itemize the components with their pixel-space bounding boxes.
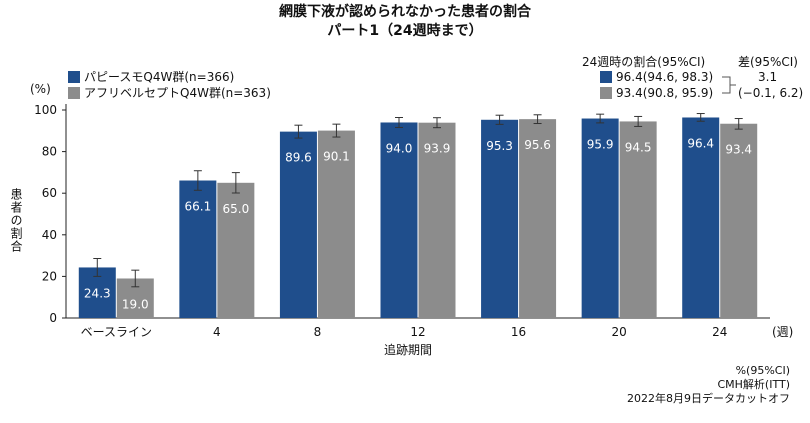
bar-series1: [682, 117, 720, 318]
diff-ci: (−0.1, 6.2): [738, 86, 804, 100]
x-tick-label: ベースライン: [81, 325, 152, 339]
data-label-series2: 95.6: [524, 138, 551, 152]
chart-title: 網膜下液が認められなかった患者の割合: [279, 4, 531, 20]
stats-swatch-series1: [600, 71, 612, 83]
data-label-series1: 95.9: [587, 138, 614, 152]
chart-subtitle: パート1（24週時まで）: [327, 23, 483, 39]
y-axis-label: 患者の割合: [9, 188, 23, 253]
data-label-series2: 90.1: [323, 150, 350, 164]
data-label-series1: 96.4: [687, 136, 714, 150]
data-label-series2: 65.0: [222, 202, 249, 216]
data-label-series2: 93.4: [725, 143, 752, 157]
x-tick-label: 20: [612, 325, 627, 339]
y-tick-label: 40: [42, 228, 57, 242]
legend-label-series1: パピースモQ4W群(n=366): [84, 70, 235, 84]
bar-series1: [279, 131, 317, 318]
footnote-ci: %(95%CI): [735, 364, 790, 377]
bar-series2: [720, 123, 758, 318]
legend-item-series1: パピースモQ4W群(n=366): [68, 70, 234, 84]
x-tick-label: 24: [712, 325, 727, 339]
legend-item-series2: アフリベルセプトQ4W群(n=363): [68, 86, 271, 100]
y-tick-label: 80: [42, 145, 57, 159]
data-label-series1: 89.6: [285, 151, 312, 165]
y-tick-label: 20: [42, 269, 57, 283]
footnote-cutoff: 2022年8月9日データカットオフ: [627, 392, 790, 405]
x-unit-label: (週): [772, 325, 793, 339]
stats-row-series2: 93.4(90.8, 95.9): [600, 86, 713, 100]
bar-series1: [481, 119, 519, 318]
x-tick-label: 4: [213, 325, 221, 339]
data-label-series1: 24.3: [84, 286, 111, 300]
x-tick-label: 8: [314, 325, 322, 339]
x-tick-label: 12: [410, 325, 425, 339]
legend-label-series2: アフリベルセプトQ4W群(n=363): [84, 86, 271, 100]
x-axis-label: 追跡期間: [384, 342, 432, 357]
y-tick-label: 60: [42, 186, 57, 200]
bar-series2: [619, 121, 657, 318]
x-tick-label: 16: [511, 325, 526, 339]
diff-value: 3.1: [758, 70, 778, 84]
data-label-series2: 94.5: [625, 140, 652, 154]
legend-swatch-series1: [68, 71, 80, 83]
stats-header: 24週時の割合(95%CI): [582, 55, 706, 69]
y-tick-label: 0: [49, 311, 57, 325]
legend-swatch-series2: [68, 87, 80, 99]
data-label-series1: 66.1: [184, 200, 211, 214]
bar-series2: [418, 122, 456, 318]
bar-series2: [317, 130, 355, 318]
y-unit-label: (%): [30, 82, 51, 96]
bar-series2: [217, 182, 255, 318]
bar-series1: [581, 118, 619, 318]
bar-series1: [380, 122, 418, 318]
stats-value-series2: 93.4(90.8, 95.9): [616, 86, 714, 100]
stats-value-series1: 96.4(94.6, 98.3): [616, 70, 714, 84]
bar-series2: [519, 119, 557, 318]
data-label-series1: 95.3: [486, 139, 513, 153]
data-label-series2: 93.9: [424, 142, 451, 156]
stats-swatch-series2: [600, 87, 612, 99]
footnote-analysis: CMH解析(ITT): [717, 378, 790, 391]
data-label-series1: 94.0: [386, 141, 413, 155]
diff-header: 差(95%CI): [738, 55, 798, 69]
y-tick-label: 100: [34, 103, 57, 117]
bar-series1: [179, 180, 217, 318]
stats-row-series1: 96.4(94.6, 98.3): [600, 70, 713, 84]
data-label-series2: 19.0: [122, 297, 149, 311]
